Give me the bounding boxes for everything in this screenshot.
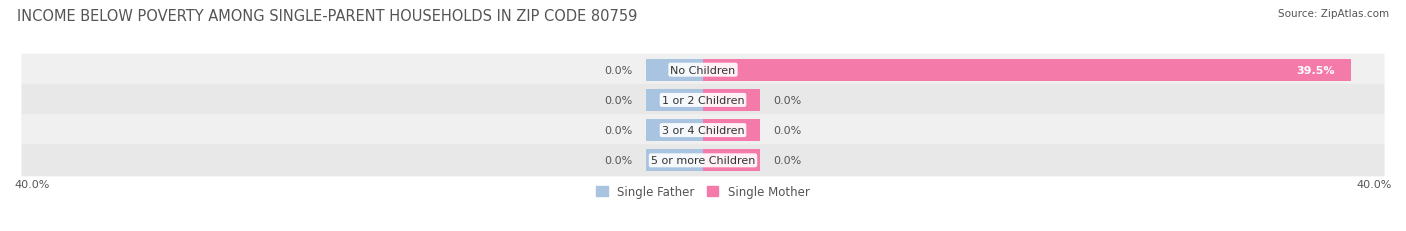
Text: 0.0%: 0.0%	[773, 126, 801, 136]
FancyBboxPatch shape	[21, 145, 1385, 176]
Text: 39.5%: 39.5%	[1296, 65, 1334, 75]
Text: 0.0%: 0.0%	[773, 156, 801, 166]
Text: 0.0%: 0.0%	[605, 65, 633, 75]
Text: 40.0%: 40.0%	[14, 179, 49, 189]
Text: No Children: No Children	[671, 65, 735, 75]
Text: 1 or 2 Children: 1 or 2 Children	[662, 95, 744, 105]
Text: INCOME BELOW POVERTY AMONG SINGLE-PARENT HOUSEHOLDS IN ZIP CODE 80759: INCOME BELOW POVERTY AMONG SINGLE-PARENT…	[17, 9, 637, 24]
Text: 3 or 4 Children: 3 or 4 Children	[662, 126, 744, 136]
Bar	[703, 60, 1351, 81]
Bar	[645, 120, 703, 141]
Bar	[703, 120, 761, 141]
FancyBboxPatch shape	[21, 55, 1385, 86]
Text: 0.0%: 0.0%	[605, 95, 633, 105]
Text: 5 or more Children: 5 or more Children	[651, 156, 755, 166]
Text: Source: ZipAtlas.com: Source: ZipAtlas.com	[1278, 9, 1389, 19]
Text: 40.0%: 40.0%	[1357, 179, 1392, 189]
Bar	[645, 90, 703, 111]
Bar	[703, 150, 761, 171]
Bar	[703, 90, 761, 111]
FancyBboxPatch shape	[21, 115, 1385, 146]
Text: 0.0%: 0.0%	[605, 126, 633, 136]
Bar	[645, 150, 703, 171]
Text: 0.0%: 0.0%	[605, 156, 633, 166]
FancyBboxPatch shape	[21, 85, 1385, 116]
Text: 0.0%: 0.0%	[773, 95, 801, 105]
Legend: Single Father, Single Mother: Single Father, Single Mother	[592, 180, 814, 203]
Bar	[645, 60, 703, 81]
